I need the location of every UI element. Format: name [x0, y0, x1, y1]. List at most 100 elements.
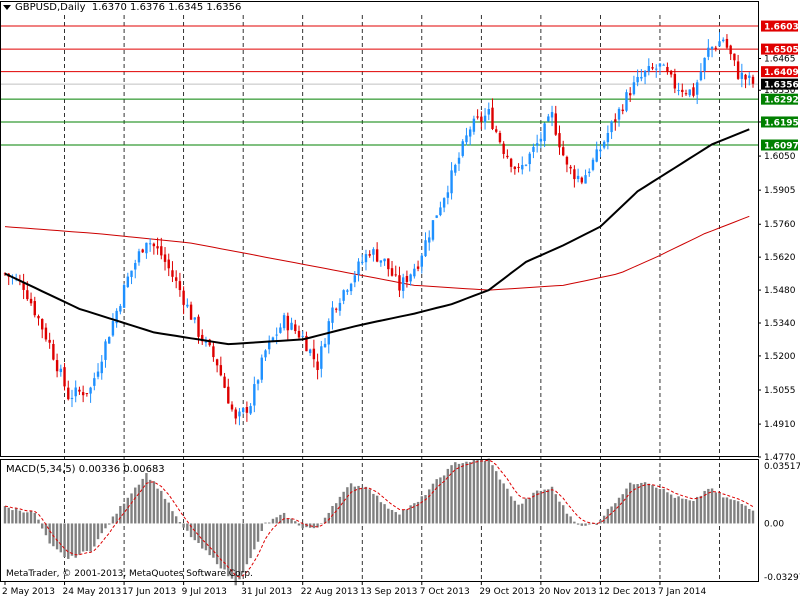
candle-body [44, 327, 48, 340]
candle-body [584, 175, 587, 184]
candle-140 [524, 164, 528, 167]
candle-32 [122, 283, 126, 308]
candle-body [357, 261, 360, 275]
candle-body [621, 109, 624, 112]
candle-body [647, 66, 651, 72]
candle-112 [420, 253, 423, 274]
candle-body [212, 346, 215, 358]
macd-bar-147 [550, 486, 554, 524]
candle-119 [446, 185, 450, 205]
candle-60 [227, 378, 230, 404]
candle-body [107, 337, 111, 344]
candle-179 [669, 69, 673, 78]
candle-194 [725, 34, 729, 50]
candle-body [439, 207, 442, 216]
macd-bar-90 [338, 496, 342, 524]
candle-body [751, 76, 755, 84]
candle-body [78, 389, 81, 392]
macd-bar-80 [301, 523, 304, 529]
candle-175 [655, 64, 658, 78]
macd-bar-58 [219, 523, 223, 569]
candle-56 [212, 342, 215, 362]
macd-bar-116 [435, 479, 438, 524]
candle-86 [323, 338, 327, 348]
candle-body [591, 159, 595, 170]
candle-188 [703, 57, 706, 80]
candle-107 [401, 273, 405, 299]
macd-bar-56 [212, 523, 215, 558]
candle-25 [96, 363, 100, 380]
candle-body [152, 243, 156, 247]
candle-58 [219, 356, 223, 377]
candle-80 [301, 331, 304, 338]
candle-body [320, 346, 323, 369]
candle-body [70, 397, 74, 399]
dropdown-arrow-icon[interactable] [3, 4, 11, 10]
candle-body [249, 406, 252, 414]
candle-94 [353, 270, 357, 288]
candle-77 [290, 317, 293, 331]
time-tick-label: 7 Jan 2014 [658, 587, 706, 597]
candle-body [576, 175, 580, 179]
candle-body [48, 339, 51, 343]
macd-bar-177 [662, 488, 665, 524]
candle-34 [130, 270, 133, 285]
macd-bar-94 [353, 486, 357, 524]
candle-174 [651, 62, 654, 71]
candle-130 [487, 102, 490, 121]
level-label: 1.6097 [764, 142, 799, 152]
candle-body [588, 171, 591, 174]
candle-23 [89, 386, 92, 403]
macd-bar-70 [264, 522, 267, 524]
candle-body [286, 315, 290, 331]
candle-body [640, 76, 643, 79]
candle-120 [450, 162, 453, 200]
candle-74 [279, 323, 282, 334]
macd-bar-60 [227, 523, 230, 577]
level-label-box [761, 20, 798, 32]
candle-body [148, 243, 152, 245]
candle-body [435, 215, 438, 218]
macd-bar-115 [431, 483, 435, 524]
macd-bar-124 [465, 461, 468, 524]
candle-15 [59, 364, 63, 377]
candle-36 [137, 248, 141, 266]
macd-bar-189 [707, 488, 710, 524]
candle-body [294, 324, 297, 332]
candle-8 [33, 296, 36, 318]
level-label-box [761, 66, 798, 78]
copyright-text: MetaTrader, © 2001-2013, MetaQuotes Soft… [6, 569, 253, 579]
candle-45 [171, 261, 174, 283]
macd-bar-54 [204, 523, 208, 551]
macd-bar-86 [323, 517, 327, 524]
candle-body [625, 92, 628, 111]
chart-header[interactable]: GBPUSD,Daily 1.6370 1.6376 1.6345 1.6356 [3, 2, 241, 13]
candle-body [658, 63, 662, 67]
macd-bar-66 [249, 523, 252, 559]
candle-193 [722, 37, 725, 43]
candle-159 [595, 141, 598, 163]
macd-bar-117 [439, 477, 442, 524]
candle-body [565, 156, 569, 165]
candle-body [130, 270, 133, 277]
candle-body [89, 387, 92, 394]
macd-bar-68 [256, 523, 260, 542]
candle-160 [599, 144, 602, 158]
candle-67 [253, 376, 256, 413]
candle-135 [506, 149, 509, 159]
candle-163 [610, 120, 613, 139]
candle-body [610, 121, 613, 133]
candle-44 [167, 253, 170, 277]
macd-bar-122 [457, 463, 461, 524]
candle-body [375, 249, 379, 262]
candle-body [137, 251, 141, 263]
macd-bar-180 [673, 497, 677, 524]
candle-31 [119, 303, 122, 315]
macd-bar-135 [506, 488, 509, 524]
candle-118 [442, 197, 446, 213]
candle-body [569, 166, 572, 169]
macd-bar-33 [126, 497, 130, 524]
candle-82 [308, 348, 312, 356]
